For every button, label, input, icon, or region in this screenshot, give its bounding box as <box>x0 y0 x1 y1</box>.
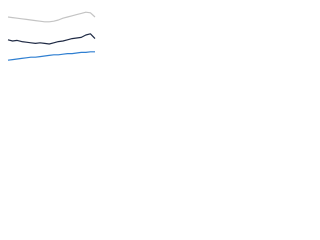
chart <box>7 11 96 61</box>
data-line <box>7 33 96 45</box>
data-line <box>7 11 96 23</box>
data-line <box>7 51 95 61</box>
